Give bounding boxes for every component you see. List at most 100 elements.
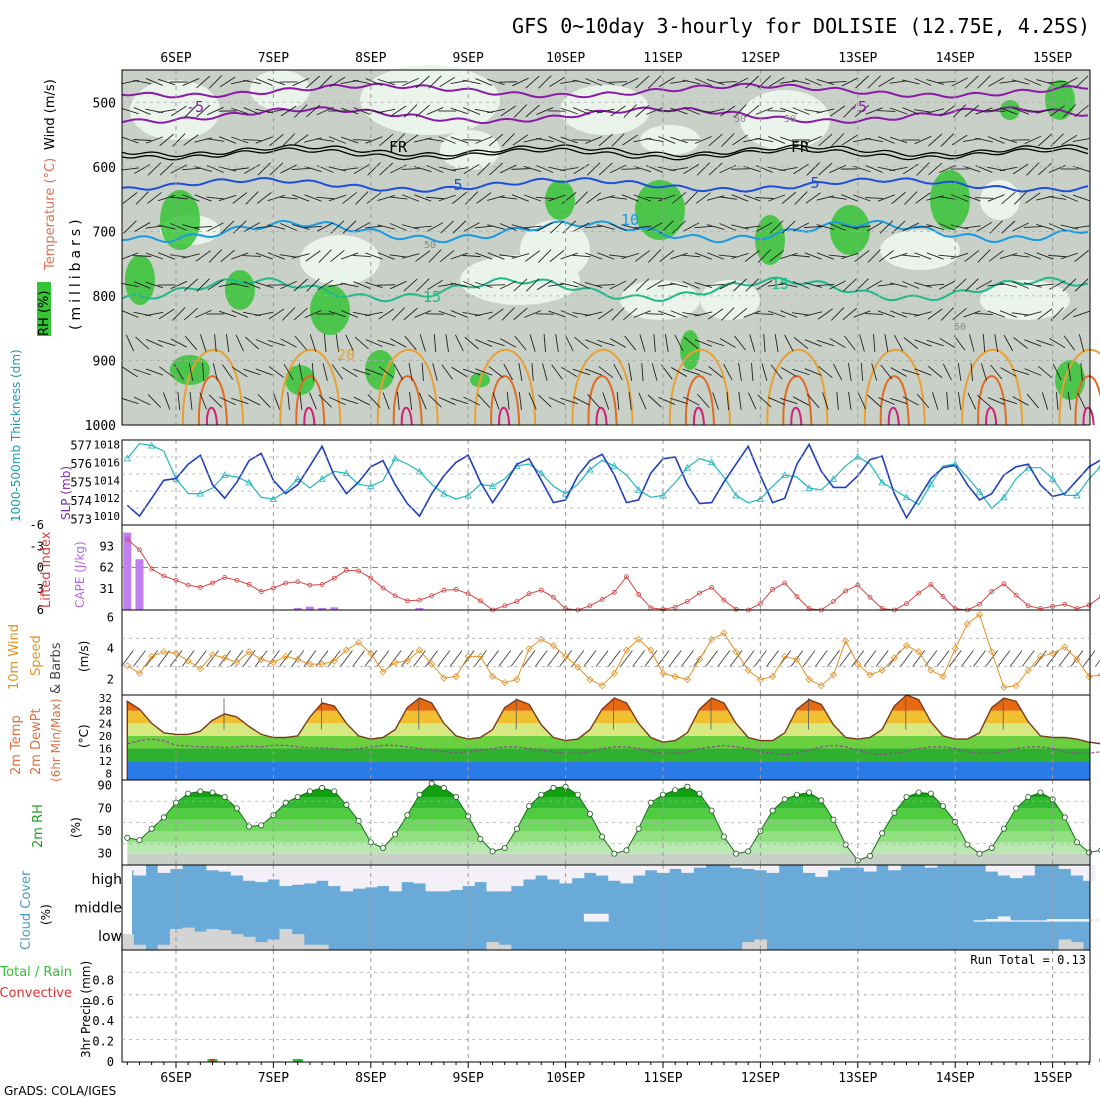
wind-barb [670,107,688,115]
wind-barb [450,136,469,144]
wind-barb [243,164,261,174]
cloud-high-bar [522,865,536,880]
wind-barb [560,282,579,288]
wind10-speed-point [428,660,436,668]
wind-barb [218,166,237,172]
wind-barb [145,252,164,260]
wind-barb [682,107,700,115]
wind-barb [353,164,370,174]
wind-barb [694,339,712,347]
lifted-index-point [319,582,325,587]
wind-barb [611,307,625,321]
wind-barb [738,363,742,381]
li-tick: 3 [37,582,44,596]
wind-barb [901,79,920,85]
cloud-low-bar [157,944,171,950]
wind-barb [572,79,591,85]
wind-barb [391,133,406,147]
wind-barb [231,107,249,115]
wind10-speed-point [330,657,338,665]
wind-barb [609,338,627,348]
wind-barb [157,339,176,347]
wind-barb-10m [510,650,524,667]
wind-barb [893,334,904,352]
wind-barb [243,79,261,85]
wind-barb [975,137,993,143]
wind-barb [283,363,294,381]
rh2m-point [1025,794,1032,801]
panel7-ylabels: Cloud Cover (%) [19,870,53,950]
wind-barb [774,334,779,352]
wind-barb [408,363,413,381]
wind-barb [531,362,534,382]
wind10-speed-point [1036,652,1044,660]
wind-barb [401,168,420,170]
wind-barb [230,282,249,288]
wind-barb [549,76,565,88]
wind-barb [647,75,662,89]
wind-barb [817,308,833,320]
wind-barb [718,196,737,200]
wind-barb [721,133,735,147]
wind-barb [598,162,613,176]
wind-barb [902,222,920,232]
wind-barb [889,397,908,405]
wind-barb [561,366,578,378]
thickness-point [415,467,424,475]
wind-barb [598,308,614,320]
wind-barb [438,310,456,318]
wind-barb [159,133,174,147]
wind-barb [745,75,760,89]
wind-barb [267,252,285,260]
wind-barb [390,164,407,174]
cloud-low-bar [291,934,305,950]
wind10-speed-point [1049,649,1057,657]
wind-barb [706,195,725,201]
wind10-speed-point [269,658,277,667]
wind-barb [682,254,701,258]
cape-tick: 93 [100,539,114,553]
wind-barb [525,278,540,292]
wind-barb [830,307,845,321]
cloud-low-bar [133,944,147,950]
precip-conv-bar [210,1058,215,1062]
wind-barb [145,281,164,289]
wind-barb [674,334,684,352]
lifted-index-point [1025,603,1031,609]
temp-tick: 8 [105,768,112,781]
wind-barb [792,368,810,376]
wind-barb [877,283,896,287]
wind-barb [528,392,537,410]
wind-barb [426,222,444,232]
wind-barb-10m [194,650,207,667]
wind-barb [768,76,785,88]
temp-unit: (°C) [77,724,91,748]
wind-barb [670,136,688,144]
wind-barb [926,339,944,347]
wind-barb [390,338,407,348]
lifted-index-point [514,599,520,604]
temp-contour-25 [879,375,910,426]
wind-barb [647,394,662,408]
wind-barb [525,250,541,262]
wind-barb [1061,134,1078,146]
wind-barb [720,105,736,117]
contour-label: 15 [771,275,789,293]
wind-barb [904,191,918,205]
wind-barb [950,252,969,260]
date-label-top: 14SEP [936,51,975,66]
wind-barb [1067,392,1072,410]
wind-barb [451,366,468,378]
wind-barb [836,391,839,411]
wind-barb [268,366,284,378]
wind-barb [331,364,343,380]
wind-barb [1012,281,1030,289]
li-tick: -3 [30,539,44,553]
wind-barb [804,311,823,317]
rh2m-point [148,825,155,832]
wind-barb [940,133,955,147]
rh-low-patch [880,230,960,270]
wind-barb [413,225,432,229]
wind-barb [721,307,735,321]
lifted-index-point [794,594,800,599]
